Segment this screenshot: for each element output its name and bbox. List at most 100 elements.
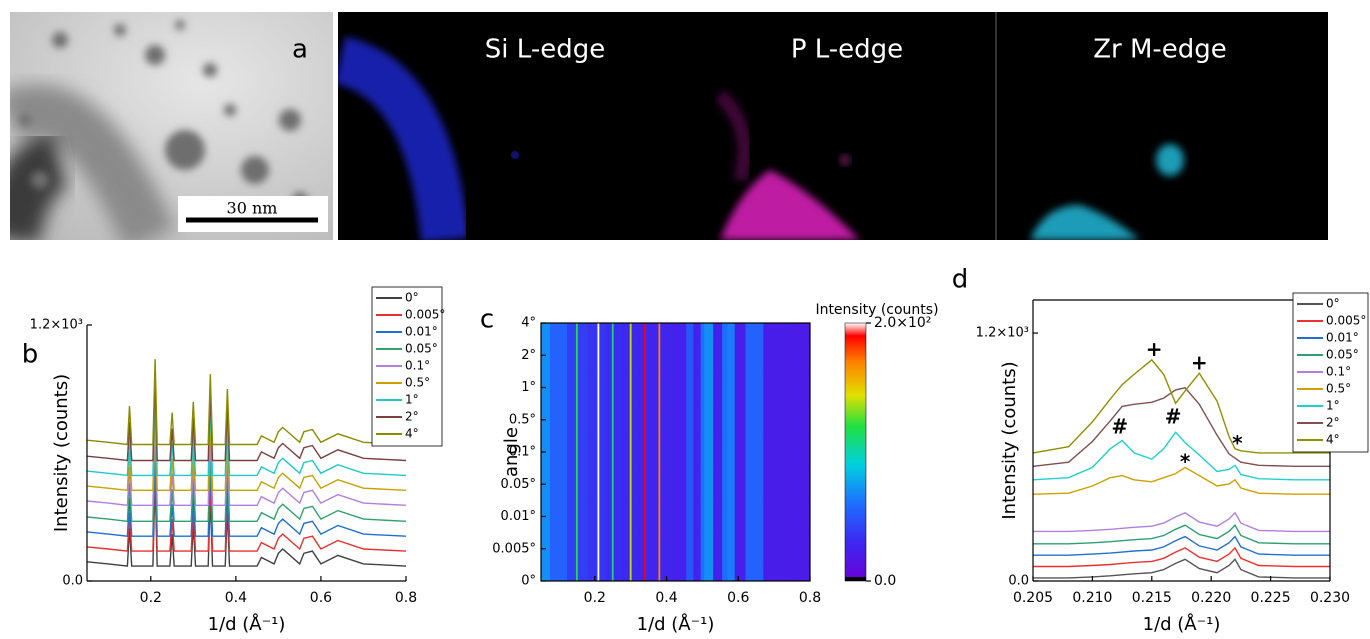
heat-cell [658, 564, 661, 582]
heat-cell [727, 468, 736, 501]
heat-cell [621, 500, 631, 534]
heat-cell [631, 532, 639, 566]
heat-cell [611, 468, 615, 501]
heat-cell [613, 371, 623, 405]
heat-cell [637, 435, 645, 469]
y-tick-label: 0.0 [62, 574, 83, 589]
heat-cell [704, 468, 714, 501]
heat-cell [577, 500, 589, 534]
heat-cell [599, 339, 606, 372]
heat-cell [567, 339, 577, 372]
heat-cell [575, 435, 579, 469]
heat-cell [567, 500, 577, 534]
legend-label: 2° [1326, 416, 1340, 430]
legend-label: 0° [405, 291, 419, 305]
heat-cell [629, 500, 632, 534]
x-tick-label: 0.205 [1013, 590, 1053, 606]
heat-cell [611, 323, 615, 340]
heat-cell [734, 500, 746, 534]
heat-cell [567, 564, 577, 582]
heat-cell [652, 323, 659, 340]
heat-cell [792, 532, 811, 566]
legend-label: 0.1° [1326, 365, 1351, 379]
heat-cell [792, 435, 811, 469]
heat-cell [611, 403, 615, 437]
heat-cell [745, 564, 764, 582]
heat-cell [599, 532, 606, 566]
heat-cell [722, 435, 728, 469]
legend-label: 0.01° [405, 325, 438, 339]
heat-cell [629, 435, 632, 469]
heat-cell [722, 339, 728, 372]
heat-cell [792, 468, 811, 501]
heat-cell [727, 435, 736, 469]
x-tick-label: 0.225 [1251, 590, 1291, 606]
heat-cell [704, 371, 714, 405]
heat-cell [652, 532, 659, 566]
y-tick-label: 2° [521, 348, 536, 363]
heat-cell [658, 500, 661, 534]
heat-cell [645, 532, 653, 566]
heat-cell [722, 468, 728, 501]
heat-cell [734, 532, 746, 566]
series-line [1033, 546, 1330, 568]
heat-cell [704, 532, 714, 566]
colorbar-title: Intensity (counts) [815, 302, 938, 318]
heat-cell [629, 564, 632, 582]
heat-cell [587, 468, 598, 501]
heat-cell [613, 403, 623, 437]
heat-cell [792, 339, 811, 372]
heat-cell [700, 339, 705, 372]
heat-cell [660, 435, 674, 469]
heat-cell [686, 500, 694, 534]
heat-cell [704, 435, 714, 469]
series-line [87, 390, 406, 477]
heat-cell [549, 564, 568, 582]
x-tick-label: 0.6 [727, 590, 749, 606]
heat-cell [745, 500, 764, 534]
heat-cell [713, 532, 723, 566]
heat-cell [597, 532, 600, 566]
series-line [1033, 511, 1330, 533]
heat-cell [763, 403, 793, 437]
heat-cell [575, 339, 579, 372]
heat-cell [704, 403, 714, 437]
heat-cell [577, 564, 589, 582]
y-tick-label: 0.5° [509, 412, 536, 427]
heat-cell [727, 323, 736, 340]
heat-cell [763, 564, 793, 582]
heat-cell [605, 323, 613, 340]
heat-cell [637, 532, 645, 566]
heat-cell [763, 468, 793, 501]
heat-cell [693, 564, 702, 582]
heat-cell [672, 564, 687, 582]
heat-cell [792, 500, 811, 534]
heat-cell [660, 468, 674, 501]
heat-cell [745, 339, 764, 372]
annotation: * [1232, 431, 1243, 455]
heat-cell [587, 500, 598, 534]
heat-cell [645, 468, 653, 501]
heat-cell [686, 323, 694, 340]
colorbar-tick-label: 0.0 [874, 573, 896, 589]
heat-cell [693, 532, 702, 566]
heat-cell [631, 323, 639, 340]
x-tick-label: 0.8 [799, 590, 821, 606]
heat-cell [644, 468, 647, 501]
heat-cell [713, 564, 723, 582]
x-tick-label: 0.8 [395, 590, 417, 606]
heat-cell [567, 435, 577, 469]
heat-cell [541, 323, 551, 340]
heat-cell [577, 532, 589, 566]
heat-cell [763, 435, 793, 469]
heat-cell [713, 323, 723, 340]
heat-cell [631, 435, 639, 469]
legend-label: 2° [405, 410, 419, 424]
heat-cell [652, 564, 659, 582]
heat-cell [645, 403, 653, 437]
legend-label: 0.005° [1326, 314, 1366, 328]
legend-label: 0° [1326, 297, 1340, 311]
y-tick-label: 0.1° [509, 445, 536, 460]
annotation: # [1165, 404, 1182, 428]
